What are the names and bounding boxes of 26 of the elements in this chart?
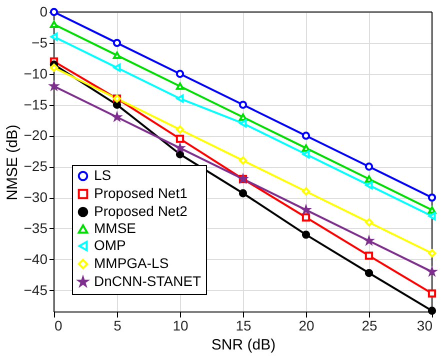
y-tick-label: −40 bbox=[24, 250, 48, 267]
x-tick-label: 10 bbox=[172, 318, 188, 334]
y-tick-label: −10 bbox=[24, 65, 48, 82]
legend-label: OMP bbox=[94, 237, 126, 253]
y-tick-label: −15 bbox=[24, 96, 48, 112]
x-tick-label: 25 bbox=[362, 318, 378, 334]
x-tick-label: 20 bbox=[298, 318, 314, 334]
legend-label: Proposed Net2 bbox=[94, 203, 188, 219]
legend-label: DnCNN-STANET bbox=[94, 273, 202, 289]
y-tick-label: −5 bbox=[32, 34, 48, 50]
x-tick-label: 0 bbox=[54, 318, 62, 334]
x-axis-title: SNR (dB) bbox=[211, 336, 276, 354]
y-tick-label: −20 bbox=[24, 127, 48, 144]
y-axis-title: NMSE (dB) bbox=[4, 124, 21, 200]
y-tick-label: −45 bbox=[24, 282, 48, 298]
y-tick-label: −25 bbox=[24, 158, 48, 174]
y-tick-label: −30 bbox=[24, 189, 48, 206]
legend-label: LS bbox=[94, 167, 112, 183]
y-tick-label: 0 bbox=[40, 4, 48, 20]
x-tick-label: 30 bbox=[416, 318, 433, 334]
y-tick-label: −35 bbox=[24, 220, 48, 236]
x-tick-label: 15 bbox=[236, 318, 252, 334]
legend-label: MMPGA-LS bbox=[94, 255, 169, 271]
legend-label: Proposed Net1 bbox=[94, 185, 188, 201]
x-tick-label: 5 bbox=[114, 318, 122, 334]
legend-label: MMSE bbox=[94, 220, 136, 236]
